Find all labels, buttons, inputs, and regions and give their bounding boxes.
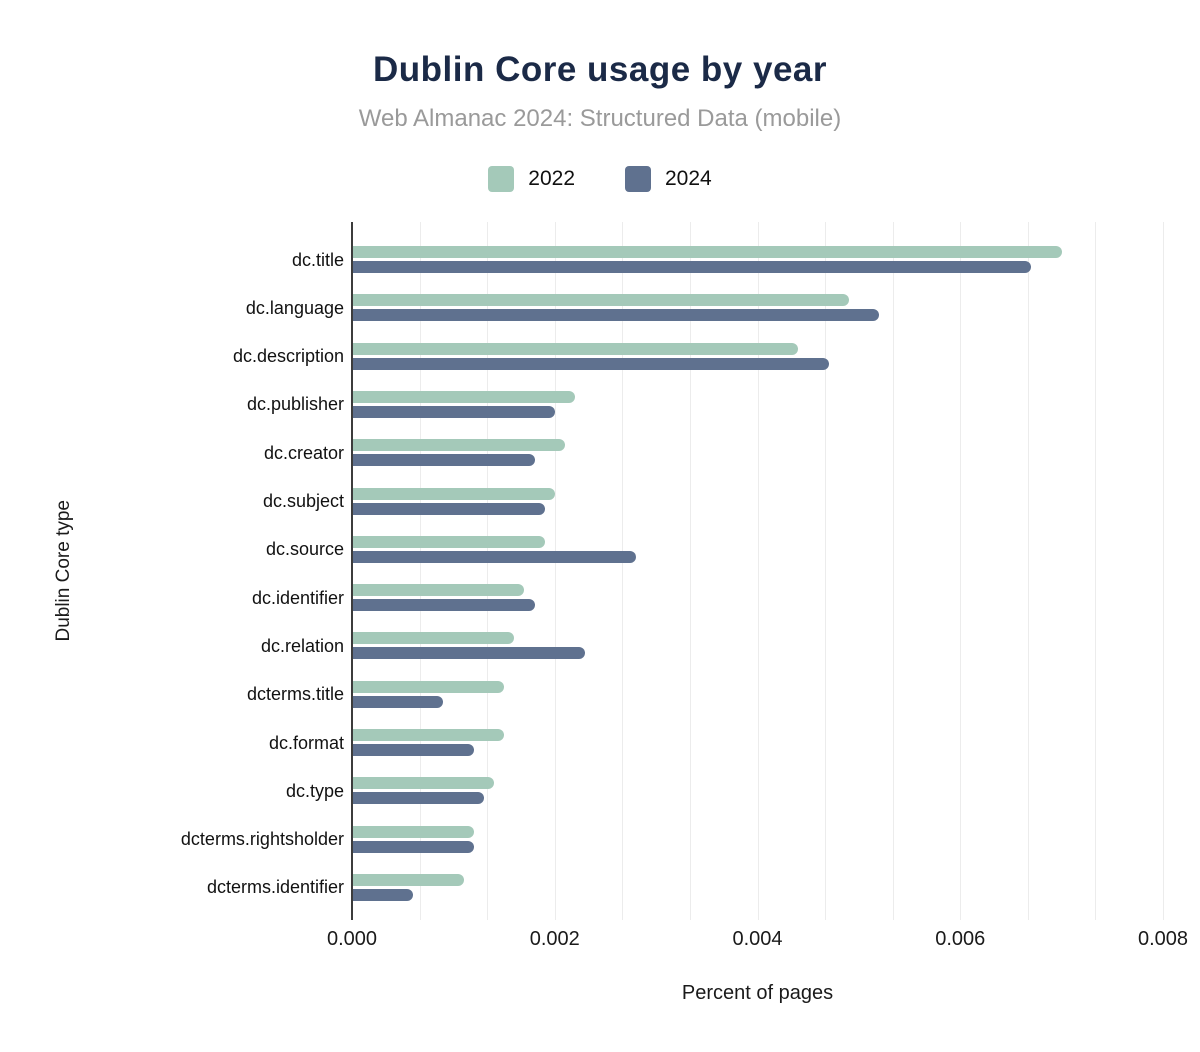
category-label-dc.type: dc.type <box>285 780 344 801</box>
legend-swatch-2022 <box>488 166 515 192</box>
gridline <box>1095 222 1097 920</box>
legend-item-2024: 2024 <box>625 166 712 192</box>
category-label-dcterms.title: dcterms.title <box>246 684 344 705</box>
gridline <box>554 222 556 920</box>
y-axis-title: Dublin Core type <box>53 500 74 642</box>
category-label-dc.language: dc.language <box>245 297 344 318</box>
chart-title: Dublin Core usage by year <box>372 50 828 89</box>
bar-2024-dc.subject <box>352 502 545 515</box>
category-label-dc.source: dc.source <box>265 539 344 560</box>
bar-2022-dc.type <box>352 777 494 790</box>
bar-2022-dc.creator <box>352 439 565 452</box>
category-label-dc.format: dc.format <box>268 732 344 753</box>
gridline <box>757 222 759 920</box>
legend-label-2024: 2024 <box>665 167 712 190</box>
bar-2024-dc.identifier <box>352 599 535 612</box>
category-label-dc.creator: dc.creator <box>263 442 344 463</box>
x-tick-label-0.000: 0.000 <box>326 928 378 950</box>
bar-2022-dcterms.identifier <box>352 873 464 886</box>
gridline <box>487 222 489 920</box>
bar-2022-dcterms.rightsholder <box>352 825 474 838</box>
category-label-dcterms.rightsholder: dcterms.rightsholder <box>180 829 344 850</box>
legend-label-2022: 2022 <box>528 167 575 190</box>
legend-item-2022: 2022 <box>488 166 575 192</box>
category-label-dc.title: dc.title <box>291 249 344 270</box>
bar-2024-dc.type <box>352 792 484 805</box>
bar-2024-dc.publisher <box>352 405 555 418</box>
bar-2024-dc.language <box>352 309 880 322</box>
category-label-dcterms.identifier: dcterms.identifier <box>206 877 344 898</box>
bar-2022-dc.source <box>352 535 545 548</box>
category-label-dc.subject: dc.subject <box>262 491 344 511</box>
gridline <box>1163 222 1164 920</box>
category-label-dc.publisher: dc.publisher <box>246 394 344 415</box>
x-tick-label-0.006: 0.006 <box>935 928 986 950</box>
category-label-dc.description: dc.description <box>232 346 344 367</box>
bar-2022-dc.format <box>352 729 505 741</box>
gridline <box>689 222 691 920</box>
bar-2024-dcterms.rightsholder <box>352 840 474 853</box>
bar-2024-dc.description <box>352 357 829 370</box>
bar-2022-dcterms.title <box>352 680 505 693</box>
gridline <box>622 222 624 920</box>
bar-2024-dcterms.identifier <box>352 888 413 901</box>
bar-2022-dc.subject <box>352 487 555 500</box>
category-label-dc.identifier: dc.identifier <box>251 587 344 608</box>
legend-swatch-2024 <box>625 166 651 192</box>
bar-2024-dc.source <box>352 550 636 563</box>
x-tick-label-0.004: 0.004 <box>732 928 783 950</box>
x-tick-label-0.008: 0.008 <box>1137 928 1189 950</box>
gridline <box>892 222 894 920</box>
x-tick-label-0.002: 0.002 <box>529 928 580 950</box>
bar-2024-dcterms.title <box>352 695 444 708</box>
gridline <box>419 222 421 920</box>
y-axis-title-wrap: Dublin Core type <box>48 222 80 920</box>
legend: 2022 2024 <box>0 166 1200 192</box>
bar-2022-dc.description <box>352 342 799 355</box>
bar-2022-dc.identifier <box>352 584 525 597</box>
bar-2022-dc.publisher <box>352 390 575 403</box>
bar-2022-dc.relation <box>352 632 515 645</box>
gridline <box>1027 222 1029 920</box>
bar-2022-dc.title <box>352 246 1062 258</box>
chart-subtitle: Web Almanac 2024: Structured Data (mobil… <box>358 105 842 132</box>
bar-2024-dc.title <box>352 261 1032 273</box>
bar-2022-dc.language <box>352 294 849 307</box>
y-axis-line <box>351 222 353 920</box>
gridline <box>825 222 827 920</box>
bar-2024-dc.creator <box>352 454 535 467</box>
bar-2024-dc.relation <box>352 647 586 660</box>
x-axis-title: Percent of pages <box>681 982 834 1004</box>
category-label-dc.relation: dc.relation <box>260 635 344 656</box>
gridline <box>960 222 962 920</box>
bar-2024-dc.format <box>352 744 474 756</box>
